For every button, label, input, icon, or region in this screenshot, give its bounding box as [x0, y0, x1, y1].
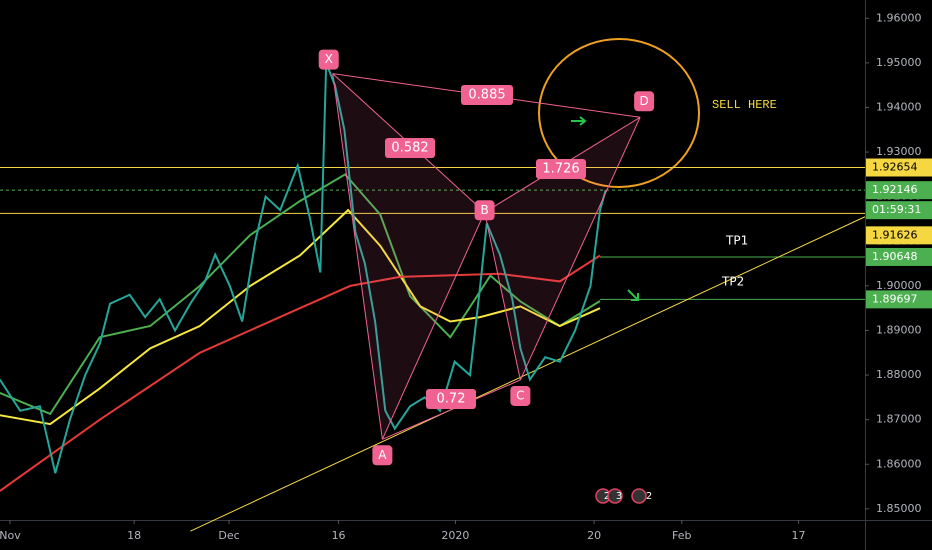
x-tick-label: Feb — [672, 529, 691, 542]
pattern-point-box — [510, 385, 531, 406]
pattern-point-box — [634, 91, 655, 112]
pattern-point-label: B — [480, 203, 488, 217]
price-label: 1.90648 — [872, 250, 918, 263]
ratio-label: 0.582 — [391, 141, 428, 156]
x-tick-label: 18 — [127, 529, 141, 542]
y-tick-label: 1.87000 — [876, 413, 922, 426]
pattern-fill — [332, 73, 485, 440]
pattern-leg — [381, 212, 486, 440]
y-tick-label: 1.89000 — [876, 323, 922, 336]
countdown: 01:59:31 — [872, 203, 921, 216]
x-tick-label: Nov — [0, 529, 21, 542]
ratio-box — [426, 389, 476, 409]
price-label: 1.92654 — [872, 161, 918, 174]
event-icon — [631, 488, 647, 504]
x-tick-label: 20 — [587, 529, 601, 542]
countdown-box — [866, 201, 932, 220]
ratio-label: 0.72 — [437, 392, 466, 407]
pattern-point-box — [318, 49, 339, 70]
pattern-point-label: A — [378, 448, 387, 462]
ratio-box — [385, 138, 435, 158]
ratio-box — [461, 85, 513, 105]
pattern-point-label: X — [325, 52, 333, 66]
ratio-label: 1.726 — [542, 162, 579, 177]
annotation: TP1 — [725, 234, 748, 248]
arrow — [571, 116, 587, 126]
price-label: 1.92146 — [872, 183, 918, 196]
y-tick-label: 1.90000 — [876, 279, 922, 292]
y-tick-label: 1.85000 — [876, 502, 922, 515]
x-tick-label: 16 — [332, 529, 346, 542]
pattern-leg — [519, 117, 641, 381]
annotation: SELL HERE — [712, 98, 777, 112]
ratio-label: 0.885 — [468, 88, 505, 103]
price-label-box — [866, 158, 932, 177]
y-tick-label: 1.88000 — [876, 368, 922, 381]
pattern-point-box — [474, 200, 495, 221]
price-label: 1.89697 — [872, 292, 918, 305]
pattern-fill — [484, 117, 641, 380]
annotation: TP2 — [721, 275, 744, 289]
price-label-box — [866, 290, 932, 309]
price-label: 1.91626 — [872, 228, 918, 241]
pattern-leg — [382, 379, 521, 440]
y-tick-label: 1.94000 — [876, 100, 922, 113]
event-icon — [607, 488, 623, 504]
price-label-box — [866, 226, 932, 245]
event-count: 3 — [616, 491, 622, 502]
pattern-leg — [484, 212, 521, 381]
ratio-box — [536, 159, 586, 179]
price-line — [0, 62, 607, 474]
target-zone — [538, 38, 700, 188]
x-tick-label: 2020 — [441, 529, 469, 542]
arrow — [627, 289, 639, 301]
moving-average — [0, 208, 601, 426]
y-tick-label: 1.95000 — [876, 56, 922, 69]
y-tick-label: 1.96000 — [876, 11, 922, 24]
y-tick-label: 1.93000 — [876, 145, 922, 158]
price-label-box — [866, 181, 932, 200]
pattern-leg — [332, 73, 383, 440]
pattern-point-label: D — [639, 94, 648, 108]
x-tick-label: Dec — [218, 529, 239, 542]
pattern-point-box — [372, 445, 393, 466]
moving-average — [0, 254, 601, 492]
pattern-point-label: C — [516, 388, 524, 402]
x-tick-label: 17 — [792, 529, 806, 542]
event-count: 2 — [604, 491, 610, 502]
y-tick-label: 1.86000 — [876, 457, 922, 470]
event-count: 2 — [646, 491, 652, 502]
price-label-box — [866, 247, 932, 266]
